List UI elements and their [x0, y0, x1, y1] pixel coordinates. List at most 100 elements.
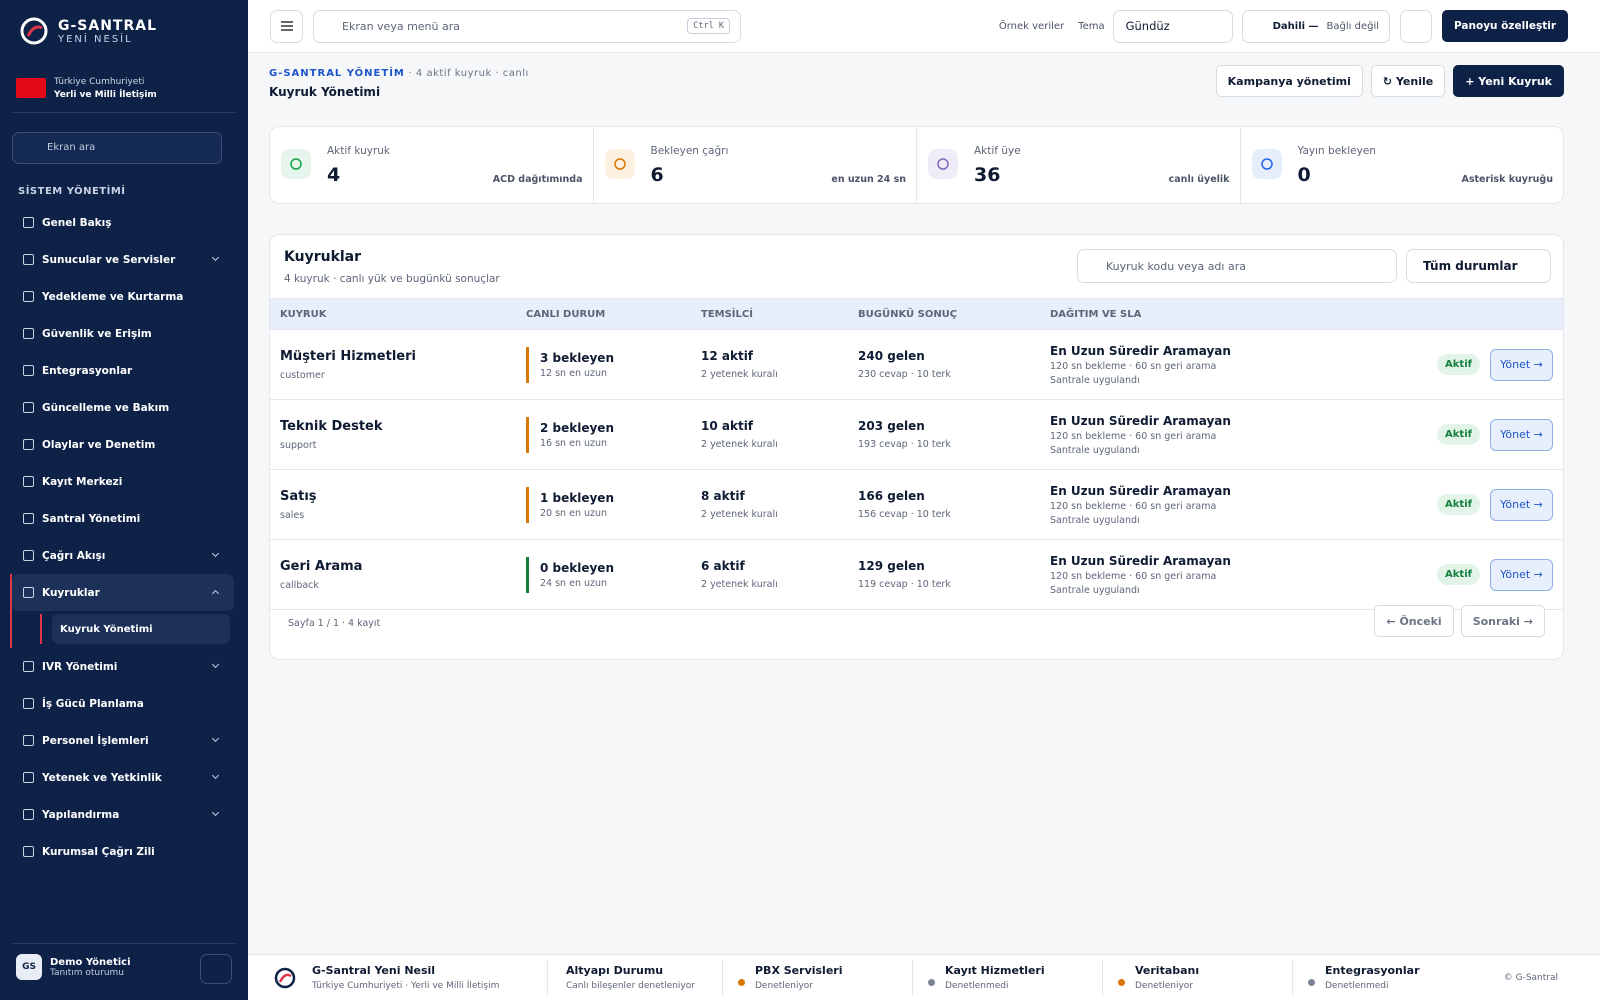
live-cell: 3 bekleyen 12 sn en uzun [526, 346, 701, 383]
longest-wait: 20 sn en uzun [540, 507, 608, 519]
extension[interactable]: Dahili — Bağlı değil [1241, 9, 1391, 43]
stat-icon [928, 149, 958, 179]
stat-note: en uzun 24 sn [831, 174, 906, 185]
actions: Aktif Yönet → [1413, 558, 1563, 591]
nav-item[interactable]: Santral Yönetimi [12, 500, 234, 537]
user-name: Demo Yönetici [50, 956, 131, 968]
user: GS Demo Yönetici Tanıtım oturumu [16, 954, 131, 980]
header-button[interactable]: + Yeni Kuyruk [1453, 65, 1564, 97]
strategy: En Uzun Süredir Aramayan [1050, 483, 1231, 498]
service-state: Denetleniyor [755, 981, 814, 991]
column-header: KUYRUK [280, 308, 327, 320]
sidebar-search[interactable]: Ekran ara [12, 132, 222, 164]
nav-item[interactable]: Yapılandırma [12, 796, 234, 833]
customize-button[interactable]: Panoyu özelleştir [1442, 10, 1568, 42]
skill-rules: 2 yetenek kuralı [701, 579, 778, 590]
queue-name: Müşteri Hizmetleri [280, 348, 416, 364]
status-badge: Aktif [1437, 564, 1480, 585]
nav-item[interactable]: Kayıt Merkezi [12, 463, 234, 500]
nav-item[interactable]: IVR Yönetimi [12, 648, 234, 685]
nav-item[interactable]: Sunucular ve Servisler [12, 241, 234, 278]
breadcrumb-meta: 4 aktif kuyruk · canlı [415, 68, 529, 79]
prev-button[interactable]: ← Önceki [1374, 605, 1454, 637]
stat-card: Aktif üye 36 canlı üyelik [917, 127, 1241, 203]
stat-label: Yayın bekleyen [1297, 145, 1376, 157]
table-search[interactable]: Kuyruk kodu veya adı ara [1077, 249, 1397, 283]
nav-item[interactable]: Güncelleme ve Bakım [12, 389, 234, 426]
longest-wait: 12 sn en uzun [540, 367, 608, 379]
strategy: En Uzun Süredir Aramayan [1050, 553, 1231, 568]
status-dot [1118, 978, 1125, 986]
result-cell: 240 gelen 230 cevap · 10 terk [858, 349, 1050, 380]
sample-data: Örnek veriler [998, 20, 1065, 32]
nav-item[interactable]: Genel Bakış [12, 204, 234, 241]
theme-value: Gündüz [1125, 19, 1170, 33]
nav-item[interactable]: Entegrasyonlar [12, 352, 234, 389]
manage-button[interactable]: Yönet → [1490, 488, 1553, 521]
agent-cell: 12 aktif 2 yetenek kuralı [701, 349, 858, 380]
extension-status: Bağlı değil [1326, 20, 1380, 32]
nav-section: SİSTEM YÖNETİMİ [18, 186, 126, 197]
agents: 8 aktif [701, 489, 745, 503]
nav-item[interactable]: İş Gücü Planlama [12, 685, 234, 722]
manage-button[interactable]: Yönet → [1490, 418, 1553, 451]
notifications[interactable] [1400, 9, 1433, 43]
service-name: PBX Servisleri [755, 964, 843, 977]
chevron [211, 549, 220, 558]
manage-button[interactable]: Yönet → [1490, 348, 1553, 381]
nav-item[interactable]: Çağrı Akışı [12, 537, 234, 574]
nav-item[interactable]: Personel İşlemleri [12, 722, 234, 759]
nav-item[interactable]: Güvenlik ve Erişim [12, 315, 234, 352]
result-cell: 129 gelen 119 cevap · 10 terk [858, 559, 1050, 590]
pagination-info: Sayfa 1 / 1 · 4 kayıt [288, 618, 381, 629]
sla: 120 sn bekleme · 60 sn geri arama [1050, 430, 1217, 442]
nav-item[interactable]: Yedekleme ve Kurtarma [12, 278, 234, 315]
chevron [211, 808, 220, 817]
nav-item[interactable]: Kurumsal Çağrı Zili [12, 833, 234, 870]
theme-select[interactable]: Gündüz [1112, 9, 1233, 43]
global-search[interactable]: Ekran veya menü ara Ctrl K [313, 9, 741, 43]
table-row: Geri Arama callback 0 bekleyen 24 sn en uzu… [270, 540, 1563, 610]
actions: Aktif Yönet → [1413, 488, 1563, 521]
infra-sub: Canlı bileşenler denetleniyor [566, 981, 695, 991]
actions: Aktif Yönet → [1413, 348, 1563, 381]
stat-icon [1251, 149, 1282, 179]
manage-button[interactable]: Yönet → [1490, 558, 1553, 591]
brand: G-SANTRAL YENİ NESİL [20, 16, 157, 46]
sla: 120 sn bekleme · 60 sn geri arama [1050, 570, 1217, 582]
strategy: En Uzun Süredir Aramayan [1050, 343, 1231, 358]
waiting: 0 bekleyen [540, 560, 614, 575]
nav-item[interactable]: Yetenek ve Yetkinlik [12, 759, 234, 796]
stat-label: Bekleyen çağrı [650, 145, 729, 157]
nav-subitem[interactable]: Kuyruk Yönetimi [40, 614, 230, 644]
nav-item[interactable]: Kuyruklar [10, 574, 234, 648]
service: Kayıt Hizmetleri Denetlenmedi [913, 959, 1103, 996]
queue-code: customer [280, 369, 325, 381]
agents: 10 aktif [701, 419, 754, 433]
applied: Santrale uygulandı [1050, 444, 1140, 456]
divider [12, 943, 236, 944]
queue-code: sales [280, 509, 305, 521]
header-button[interactable]: Kampanya yönetimi [1215, 65, 1363, 97]
table-row: Teknik Destek support 2 bekleyen 16 sn en u… [270, 400, 1563, 470]
panel-subtitle: 4 kuyruk · canlı yük ve bugünkü sonuçlar [284, 273, 500, 285]
chevron [211, 771, 220, 780]
shortcut: Ctrl K [687, 18, 730, 34]
service-state: Denetleniyor [1135, 981, 1194, 991]
logo [20, 17, 48, 45]
header-button[interactable]: ↻ Yenile [1370, 65, 1446, 97]
logout-button[interactable] [200, 954, 232, 984]
stat-value: 4 [327, 164, 341, 186]
menu-button[interactable] [270, 9, 303, 43]
breadcrumb-root: G-SANTRAL YÖNETİM [269, 68, 405, 79]
table-row: Müşteri Hizmetleri customer 3 bekleyen 12 s… [270, 330, 1563, 400]
brand-subtitle: YENİ NESİL [58, 33, 133, 45]
nav-item[interactable]: Olaylar ve Denetim [12, 426, 234, 463]
country: Türkiye Cumhuriyeti [54, 77, 145, 87]
longest-wait: 24 sn en uzun [540, 577, 608, 589]
chevron [211, 253, 220, 262]
search-placeholder: Ekran veya menü ara [342, 19, 461, 33]
status-filter[interactable]: Tüm durumlar [1406, 249, 1551, 283]
next-button[interactable]: Sonraki → [1460, 605, 1545, 637]
